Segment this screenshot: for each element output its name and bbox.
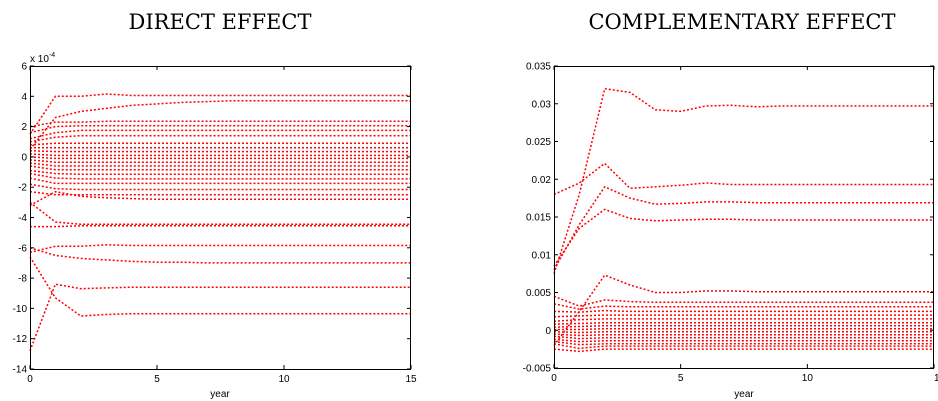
series-line bbox=[553, 295, 934, 307]
x-tick-label: 5 bbox=[154, 374, 160, 385]
chart-title: DIRECT EFFECT bbox=[129, 10, 312, 34]
series-line bbox=[29, 100, 411, 150]
y-tick-label: -6 bbox=[18, 243, 27, 254]
series-line bbox=[554, 327, 934, 331]
y-axis-ticks: -0.005 0 0.005 0.01 0.015 0.02 0.025 0.03 0.035 bbox=[523, 62, 934, 375]
series-line bbox=[553, 274, 934, 346]
y-tick-label: -14 bbox=[13, 365, 28, 376]
series-line bbox=[29, 190, 411, 207]
x-axis-label: year bbox=[210, 389, 230, 400]
plot-frame bbox=[30, 66, 411, 370]
x-tick-label: 15 bbox=[934, 373, 938, 384]
series-line bbox=[553, 338, 934, 343]
x-axis-ticks: 0 5 10 15 bbox=[27, 66, 417, 385]
series-line bbox=[29, 283, 411, 352]
series-line bbox=[29, 150, 411, 153]
y-tick-label: 0.035 bbox=[526, 62, 551, 73]
series-line bbox=[29, 129, 411, 140]
y-tick-label: 0.025 bbox=[526, 137, 551, 148]
y-tick-label: 6 bbox=[21, 62, 27, 73]
y-tick-label: 0 bbox=[21, 152, 27, 163]
y-tick-label: -4 bbox=[18, 213, 27, 224]
plot-area bbox=[29, 93, 411, 352]
y-tick-label: -8 bbox=[18, 274, 27, 285]
series-line bbox=[29, 156, 411, 160]
series-line bbox=[29, 153, 411, 157]
series-line bbox=[553, 318, 934, 322]
series-line bbox=[29, 120, 411, 128]
chart-direct-effect: DIRECT EFFECT -14 -12 -10 -8 -6 -4 -2 0 2 4 6 0 5 10… bbox=[13, 10, 417, 400]
y-tick-label: 0.03 bbox=[532, 99, 552, 110]
y-tick-label: 4 bbox=[21, 92, 27, 103]
series-line bbox=[553, 208, 934, 267]
series-line bbox=[29, 142, 411, 146]
series-line bbox=[553, 340, 934, 346]
series-line bbox=[29, 134, 411, 143]
y-tick-label: 0.005 bbox=[526, 288, 551, 299]
x-tick-label: 10 bbox=[802, 373, 814, 384]
chart-title: COMPLEMENTARY EFFECT bbox=[588, 10, 895, 34]
x-tick-label: 5 bbox=[678, 373, 684, 384]
series-line bbox=[553, 309, 934, 313]
y-tick-label: -2 bbox=[18, 183, 27, 194]
y-tick-label: -0.005 bbox=[523, 364, 552, 375]
series-line bbox=[553, 321, 934, 325]
chart-complementary-effect: COMPLEMENTARY EFFECT -0.00500.0050.010.0… bbox=[523, 10, 938, 400]
x-axis-ticks: 0 5 10 15 bbox=[551, 66, 938, 384]
x-tick-label: 15 bbox=[405, 374, 417, 385]
series-line bbox=[29, 183, 411, 191]
series-line bbox=[553, 343, 934, 350]
y-tick-label: -10 bbox=[13, 304, 28, 315]
series-line bbox=[29, 165, 411, 171]
series-line bbox=[553, 87, 934, 274]
series-line bbox=[553, 335, 934, 340]
series-line bbox=[30, 225, 411, 228]
y-multiplier-label: x 10-4 bbox=[30, 52, 55, 65]
series-line bbox=[553, 333, 934, 337]
y-multiplier-base: x 10 bbox=[30, 54, 49, 65]
series-line bbox=[29, 169, 411, 176]
series-line bbox=[29, 244, 411, 254]
series-line bbox=[553, 348, 934, 353]
series-line bbox=[29, 190, 411, 196]
y-axis-ticks: -14 -12 -10 -8 -6 -4 -2 0 2 4 6 bbox=[13, 62, 411, 376]
series-line bbox=[29, 177, 411, 185]
y-multiplier-exponent: -4 bbox=[49, 52, 55, 59]
y-tick-label: -12 bbox=[13, 334, 28, 345]
y-tick-label: 0.02 bbox=[532, 175, 552, 186]
series-line bbox=[553, 331, 934, 334]
series-line bbox=[29, 247, 411, 264]
series-line bbox=[29, 201, 411, 226]
series-line bbox=[29, 172, 411, 180]
plot-area bbox=[553, 87, 934, 353]
series-line bbox=[553, 162, 934, 196]
x-axis-label: year bbox=[734, 389, 754, 400]
y-tick-label: 0.01 bbox=[532, 250, 552, 261]
series-line bbox=[29, 93, 411, 135]
y-tick-label: 0.015 bbox=[526, 213, 551, 224]
series-line bbox=[553, 303, 934, 310]
series-line bbox=[553, 324, 934, 328]
series-line bbox=[29, 159, 411, 163]
y-tick-label: 0 bbox=[545, 326, 551, 337]
x-tick-label: 0 bbox=[27, 374, 33, 385]
x-tick-label: 10 bbox=[278, 374, 290, 385]
x-tick-label: 0 bbox=[551, 373, 557, 384]
series-line bbox=[29, 162, 411, 167]
series-line bbox=[553, 185, 934, 271]
series-line bbox=[29, 256, 411, 317]
series-line bbox=[29, 125, 411, 134]
y-tick-label: 2 bbox=[21, 122, 27, 133]
series-line bbox=[553, 314, 934, 318]
